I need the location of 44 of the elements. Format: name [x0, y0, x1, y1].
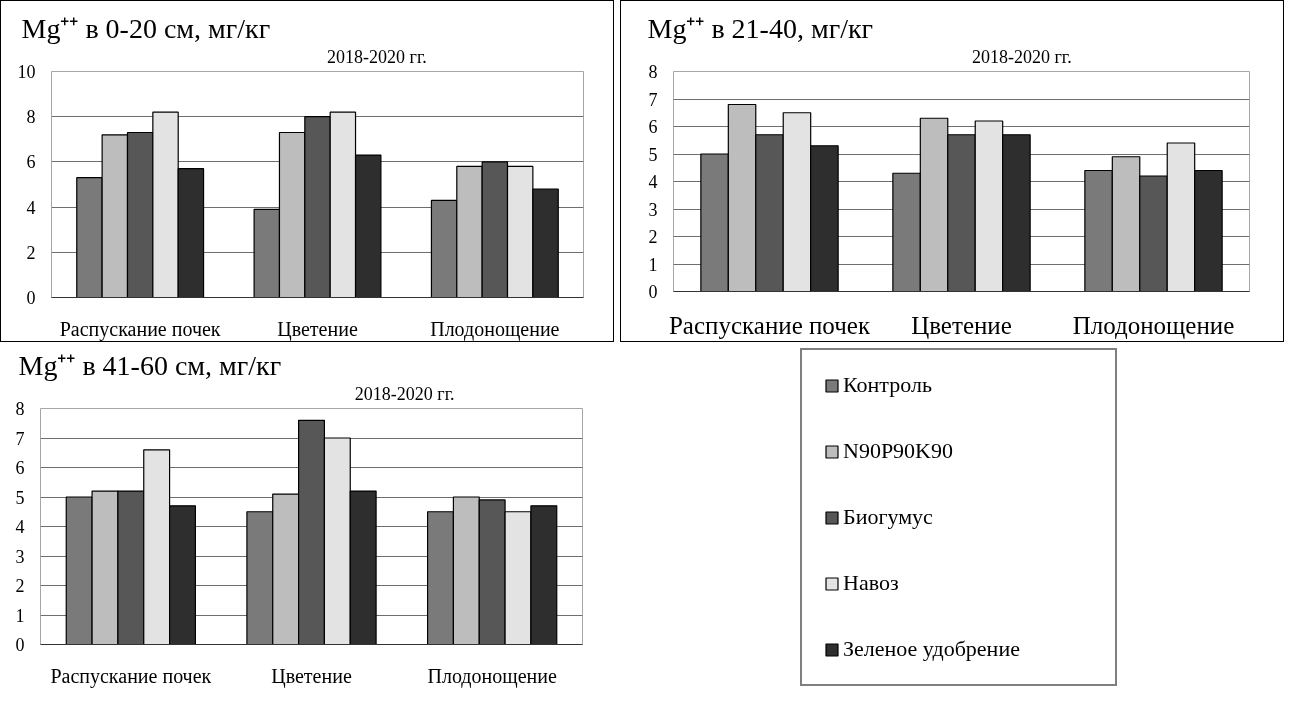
- chart-subtitle: 2018-2020 гг.: [971, 46, 1072, 67]
- y-tick-label: 3: [15, 546, 25, 567]
- y-tick-label: 8: [15, 399, 25, 419]
- legend-label: Контроль: [843, 372, 933, 398]
- chart-title: Mg⁺⁺ в 21-40, мг/кг: [647, 12, 874, 44]
- y-tick-label: 2: [648, 227, 658, 247]
- x-tick-label: Распускание почек: [59, 317, 221, 341]
- chart-title: Mg⁺⁺ в 41-60 см, мг/кг: [18, 349, 282, 381]
- x-tick-label: Распускание почек: [50, 664, 212, 688]
- y-tick-label: 4: [26, 197, 36, 218]
- chart-subtitle: 2018-2020 гг.: [327, 46, 427, 67]
- x-tick-label: Распускание почек: [668, 311, 871, 339]
- y-tick-label: 6: [15, 458, 25, 478]
- y-tick-label: 8: [648, 62, 658, 82]
- y-tick-label: 0: [26, 288, 36, 308]
- y-tick-label: 1: [648, 254, 658, 275]
- y-tick-label: 7: [15, 428, 25, 449]
- y-tick-label: 1: [15, 605, 25, 626]
- legend-label: Навоз: [843, 570, 900, 596]
- y-tick-label: 3: [648, 199, 658, 220]
- y-tick-label: 2: [15, 576, 25, 596]
- y-tick-label: 0: [15, 635, 25, 655]
- x-tick-label: Цветение: [911, 311, 1012, 339]
- y-tick-label: 10: [17, 62, 36, 82]
- x-tick-label: Плодонощение: [427, 664, 557, 688]
- y-tick-label: 6: [26, 152, 36, 173]
- chart-title: Mg⁺⁺ в 0-20 см, мг/кг: [21, 12, 271, 44]
- y-tick-label: 2: [26, 242, 36, 263]
- x-tick-label: Плодонощение: [430, 317, 560, 341]
- x-tick-label: Цветение: [271, 664, 352, 688]
- legend-label: Зеленое удобрение: [843, 636, 1021, 662]
- y-tick-label: 0: [648, 282, 658, 302]
- chart-subtitle: 2018-2020 гг.: [354, 383, 455, 404]
- x-tick-label: Плодонощение: [1072, 311, 1235, 339]
- y-tick-label: 7: [648, 89, 658, 110]
- y-tick-label: 4: [648, 172, 658, 192]
- y-tick-label: 8: [26, 107, 36, 128]
- y-tick-label: 6: [648, 117, 658, 137]
- legend-label: Биогумус: [843, 504, 934, 530]
- y-tick-label: 5: [648, 144, 658, 165]
- y-tick-label: 5: [15, 487, 25, 508]
- x-tick-label: Цветение: [277, 317, 358, 341]
- legend-label: N90P90K90: [843, 438, 954, 464]
- y-tick-label: 4: [15, 517, 25, 537]
